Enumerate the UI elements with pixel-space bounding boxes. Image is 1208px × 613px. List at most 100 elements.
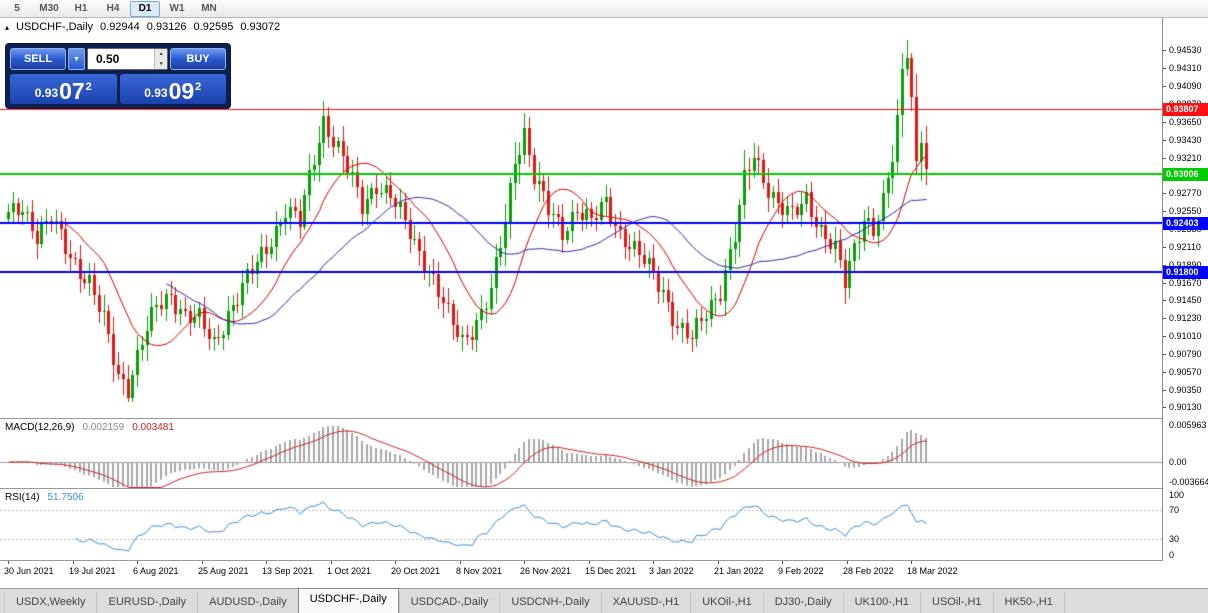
ohlc-close-value: 0.93072 [240, 21, 281, 33]
time-tick-mark [653, 561, 654, 564]
pane-separator[interactable] [0, 418, 1208, 419]
timeframe-button-5[interactable]: 5 [14, 3, 20, 14]
macd-axis-zero-label: 0.00 [1169, 457, 1187, 467]
time-tick-mark [782, 561, 783, 564]
lot-spinner: ▲ ▼ [154, 49, 167, 69]
price-line-label: 0.93006 [1163, 168, 1208, 181]
buy-price-pips: 09 [168, 78, 195, 104]
buy-button[interactable]: BUY [170, 48, 226, 70]
price-tick-mark [1163, 300, 1166, 301]
pane-separator [0, 560, 1208, 561]
macd-header: MACD(12,26,9) 0.002159 0.003481 [5, 422, 174, 433]
time-axis-label: 1 Oct 2021 [327, 566, 372, 576]
sell-price-display[interactable]: 0.93 07 2 [10, 74, 117, 104]
time-tick-mark [266, 561, 267, 564]
time-tick-mark [911, 561, 912, 564]
price-axis-label: 0.92550 [1169, 206, 1202, 216]
price-tick-mark [1163, 247, 1166, 248]
chart-tab-usdcnh-daily[interactable]: USDCNH-,Daily [499, 592, 601, 613]
rsi-indicator-canvas[interactable] [0, 489, 1162, 560]
buy-price-display[interactable]: 0.93 09 2 [119, 74, 226, 104]
ohlc-high-value: 0.93126 [146, 21, 187, 33]
time-tick-mark [73, 561, 74, 564]
price-tick-mark [1163, 390, 1166, 391]
chart-tab-usdx-weekly[interactable]: USDX,Weekly [4, 592, 97, 613]
price-tick-mark [1163, 68, 1166, 69]
price-tick-mark [1163, 158, 1166, 159]
chart-tab-usoil-h1[interactable]: USOil-,H1 [920, 592, 993, 613]
lot-dropdown-arrow-icon[interactable]: ▼ [68, 48, 85, 70]
price-line-label: 0.91800 [1163, 266, 1208, 279]
sell-button[interactable]: SELL [10, 48, 66, 70]
collapse-chart-icon[interactable]: ▴ [5, 22, 10, 32]
time-axis-label: 26 Nov 2021 [520, 566, 572, 576]
time-tick-mark [847, 561, 848, 564]
price-axis-label: 0.91890 [1169, 260, 1202, 270]
price-axis-label: 0.93650 [1169, 117, 1202, 127]
time-tick-mark [202, 561, 203, 564]
time-tick-mark [137, 561, 138, 564]
chart-tab-audusd-daily[interactable]: AUDUSD-,Daily [197, 592, 298, 613]
chart-tab-usdcad-daily[interactable]: USDCAD-,Daily [398, 592, 500, 613]
chart-tab-usdchf-daily[interactable]: USDCHF-,Daily [297, 588, 399, 613]
time-axis-label: 25 Aug 2021 [198, 566, 249, 576]
chart-tab-eurusd-daily[interactable]: EURUSD-,Daily [96, 592, 198, 613]
pane-separator[interactable] [0, 488, 1208, 489]
timeframe-button-d1[interactable]: D1 [130, 0, 160, 17]
time-axis[interactable]: 30 Jun 2021 19 Jul 2021 6 Aug 2021 25 Aug 2… [0, 561, 1208, 588]
lot-size-field: ▲ ▼ [87, 48, 168, 70]
chart-tab-xauusd-h1[interactable]: XAUUSD-,H1 [600, 592, 691, 613]
rsi-value: 51.7506 [47, 492, 84, 503]
price-tick-mark [1163, 283, 1166, 284]
price-tick-mark [1163, 318, 1166, 319]
price-tick-mark [1163, 354, 1166, 355]
price-axis-label: 0.90790 [1169, 349, 1202, 359]
timeframe-button-h1[interactable]: H1 [74, 3, 88, 14]
time-axis-label: 13 Sep 2021 [262, 566, 314, 576]
chart-tab-dj30-daily[interactable]: DJ30-,Daily [762, 592, 843, 613]
price-tick-mark [1163, 211, 1166, 212]
timeframe-button-h4[interactable]: H4 [106, 3, 120, 14]
chart-symbol-label: USDCHF-,Daily [16, 21, 94, 33]
timeframe-button-mn[interactable]: MN [201, 3, 217, 14]
price-tick-mark [1163, 122, 1166, 123]
price-tick-mark [1163, 50, 1166, 51]
time-tick-mark [589, 561, 590, 564]
lot-decrease-icon[interactable]: ▼ [155, 59, 167, 69]
macd-indicator-canvas[interactable] [0, 419, 1162, 488]
time-axis-label: 15 Dec 2021 [585, 566, 637, 576]
timeframe-toolbar: 5 M30 H1 H4 D1 W1 MN [0, 0, 1208, 18]
rsi-axis-label: 30 [1169, 534, 1180, 544]
time-axis-label: 9 Feb 2022 [778, 566, 824, 576]
timeframe-button-w1[interactable]: W1 [169, 3, 185, 14]
lot-increase-icon[interactable]: ▲ [155, 49, 167, 59]
price-axis-label: 0.90350 [1169, 385, 1202, 395]
price-axis[interactable]: 0.945300.943100.940900.938700.936500.934… [1162, 18, 1208, 561]
time-tick-mark [331, 561, 332, 564]
price-tick-mark [1163, 372, 1166, 373]
chart-tab-ukoil-h1[interactable]: UKOil-,H1 [690, 592, 763, 613]
price-axis-label: 0.90570 [1169, 367, 1202, 377]
price-tick-mark [1163, 336, 1166, 337]
time-tick-mark [8, 561, 9, 564]
price-axis-label: 0.94090 [1169, 81, 1202, 91]
price-axis-label: 0.92770 [1169, 188, 1202, 198]
chart-ohlc-header: ▴ USDCHF-,Daily 0.92944 0.93126 0.92595 … [5, 21, 280, 33]
lot-size-input[interactable] [88, 49, 155, 69]
buy-price-pipette: 2 [195, 81, 202, 93]
sell-price-major: 0.93 [34, 86, 59, 100]
rsi-axis-label: 100 [1169, 490, 1185, 500]
chart-tab-uk100-h1[interactable]: UK100-,H1 [842, 592, 921, 613]
time-tick-mark [460, 561, 461, 564]
time-axis-label: 3 Jan 2022 [649, 566, 694, 576]
rsi-axis-label: 0 [1169, 550, 1175, 560]
chart-tabs-bar: USDX,Weekly EURUSD-,Daily AUDUSD-,Daily USD… [0, 588, 1208, 613]
time-tick-mark [395, 561, 396, 564]
time-axis-label: 21 Jan 2022 [714, 566, 764, 576]
timeframe-button-m30[interactable]: M30 [39, 3, 59, 14]
price-line-label: 0.93807 [1163, 103, 1208, 116]
time-axis-label: 19 Jul 2021 [69, 566, 116, 576]
price-axis-label: 0.91450 [1169, 295, 1202, 305]
chart-tab-hk50-h1[interactable]: HK50-,H1 [992, 592, 1065, 613]
